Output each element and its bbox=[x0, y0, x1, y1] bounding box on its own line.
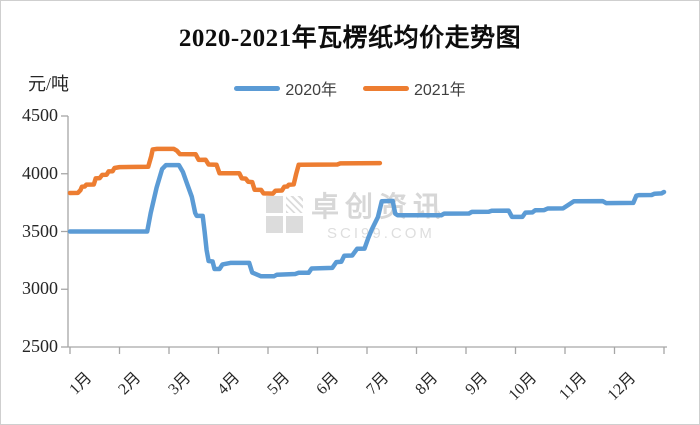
y-axis-tick-label: 3000 bbox=[22, 278, 58, 299]
watermark-logo-square bbox=[266, 216, 283, 233]
legend-item-2021: 2021年 bbox=[363, 76, 466, 100]
chart-title: 2020-2021年瓦楞纸均价走势图 bbox=[178, 25, 522, 52]
y-axis-tick-label: 4000 bbox=[22, 162, 58, 183]
y-axis-tick-label: 2500 bbox=[22, 336, 58, 356]
y-axis-tick-label: 4500 bbox=[22, 105, 58, 125]
watermark-grid-logo-icon bbox=[266, 196, 303, 233]
y-axis-tick-label: 3500 bbox=[22, 220, 58, 241]
legend-swatch-2021 bbox=[363, 85, 409, 91]
series-line-2021年 bbox=[67, 146, 383, 196]
legend: 2020年 2021年 bbox=[0, 76, 700, 100]
legend-label-2020: 2020年 bbox=[285, 82, 337, 99]
legend-swatch-2020 bbox=[234, 85, 281, 91]
watermark-domain: SCI99.COM bbox=[327, 225, 435, 242]
watermark-logo-square bbox=[286, 216, 303, 233]
y-axis-unit-label: 元/吨 bbox=[28, 74, 70, 94]
watermark-logo-square bbox=[266, 196, 283, 213]
legend-item-2020: 2020年 bbox=[234, 76, 337, 100]
watermark-logo-square-dotted bbox=[286, 196, 303, 213]
series-line-2020年 bbox=[67, 162, 667, 279]
legend-label-2021: 2021年 bbox=[414, 82, 466, 99]
